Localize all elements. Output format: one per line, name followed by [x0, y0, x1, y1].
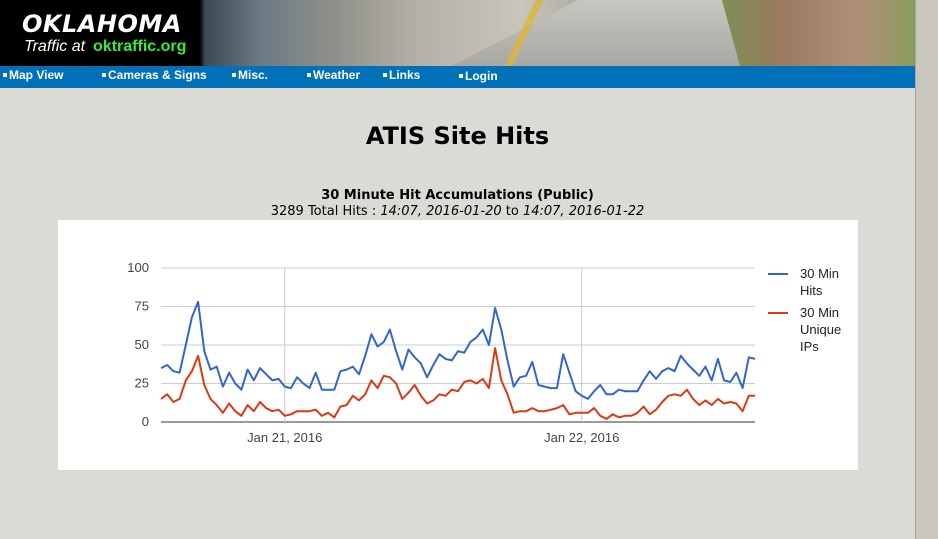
- nav-item-cameras-signs[interactable]: Cameras & Signs: [102, 68, 207, 82]
- series-line: [160, 347, 755, 420]
- nav-label: Weather: [313, 68, 361, 82]
- series-line: [160, 300, 756, 400]
- nav-item-misc[interactable]: Misc.: [232, 68, 268, 82]
- legend-entry: 30 Min: [800, 266, 839, 281]
- bullet-icon: [383, 73, 387, 77]
- bullet-icon: [307, 73, 311, 77]
- y-tick-label: 25: [135, 376, 149, 391]
- logo-prefix: Traffic at: [24, 38, 86, 55]
- nav-item-links[interactable]: Links: [383, 68, 420, 82]
- window-scrollbar[interactable]: [915, 0, 938, 539]
- chart-heading: 30 Minute Hit Accumulations (Public): [321, 188, 594, 203]
- y-tick-label: 50: [135, 337, 149, 352]
- nav-label: Cameras & Signs: [108, 68, 207, 82]
- legend-entry: 30 Min: [800, 305, 839, 320]
- chart-container: 0 25 50 75 100 Jan 21, 2016 Jan 22, 2016 30 Min…: [58, 220, 858, 470]
- bullet-icon: [232, 73, 236, 77]
- y-tick-label: 75: [135, 299, 149, 314]
- nav-item-weather[interactable]: Weather: [307, 68, 360, 82]
- range-start: 14:07, 2016-01-20: [380, 204, 502, 219]
- line-chart: 0 25 50 75 100 Jan 21, 2016 Jan 22, 2016 30 Min…: [127, 260, 841, 445]
- nav-label: Misc.: [238, 68, 269, 82]
- legend-entry: Hits: [800, 283, 823, 298]
- nav-item-map-view[interactable]: Map View: [3, 68, 63, 82]
- x-tick-label: Jan 22, 2016: [544, 430, 619, 445]
- legend-entry: Unique: [800, 322, 841, 337]
- nav-label: Login: [465, 69, 498, 83]
- summary-prefix: 3289 Total Hits :: [270, 204, 381, 219]
- range-end: 14:07, 2016-01-22: [522, 204, 645, 219]
- page-title: ATIS Site Hits: [365, 122, 550, 150]
- header-banner: OKLAHOMA Traffic at oktraffic.org: [0, 0, 915, 66]
- nav-item-login[interactable]: Login: [459, 69, 498, 83]
- nav-label: Map View: [9, 68, 64, 82]
- logo-url: oktraffic.org: [93, 38, 187, 55]
- y-tick-label: 100: [127, 260, 149, 275]
- chart-summary: 3289 Total Hits : 14:07, 2016-01-20 to 1…: [0, 204, 915, 219]
- bullet-icon: [459, 74, 463, 78]
- bullet-icon: [3, 73, 7, 77]
- banner-road-image: [452, 0, 740, 66]
- logo-subtitle[interactable]: Traffic at oktraffic.org: [24, 38, 186, 56]
- range-between: to: [501, 204, 523, 219]
- y-tick-label: 0: [142, 414, 149, 429]
- legend-entry: IPs: [800, 339, 819, 354]
- bullet-icon: [102, 73, 106, 77]
- x-tick-label: Jan 21, 2016: [247, 430, 322, 445]
- nav-bar: Map View Cameras & Signs Misc. Weather L…: [0, 66, 915, 88]
- logo-title[interactable]: OKLAHOMA: [22, 10, 182, 38]
- nav-label: Links: [389, 68, 421, 82]
